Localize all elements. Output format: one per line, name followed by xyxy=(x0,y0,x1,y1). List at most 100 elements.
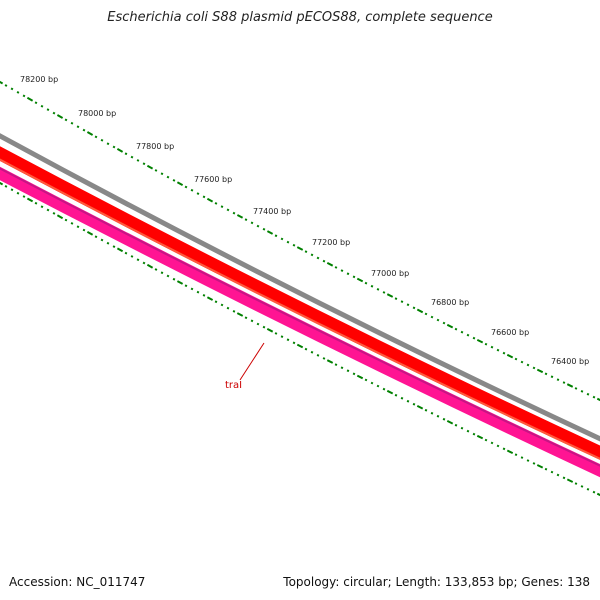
outer-tick xyxy=(262,227,266,231)
inner-tick xyxy=(376,384,380,388)
inner-tick xyxy=(412,402,416,406)
inner-tick xyxy=(562,476,566,480)
outer-tick xyxy=(202,195,206,199)
outer-tick xyxy=(184,185,188,189)
outer-tick xyxy=(160,172,164,176)
outer-tick xyxy=(154,169,158,172)
reverse-feature-track xyxy=(0,166,600,478)
inner-tick xyxy=(310,350,314,354)
inner-tick xyxy=(424,408,428,412)
inner-tick xyxy=(436,414,440,418)
tick-label-78200: 78200 bp xyxy=(20,75,58,84)
inner-tick xyxy=(326,359,334,364)
inner-tick xyxy=(142,261,146,265)
inner-tick xyxy=(26,197,34,203)
outer-tick xyxy=(446,323,454,329)
outer-tick xyxy=(562,381,566,384)
tick-label-77000: 77000 bp xyxy=(371,269,409,278)
inner-tick xyxy=(296,343,304,349)
outer-tick xyxy=(400,300,404,303)
outer-tick xyxy=(472,336,476,340)
inner-tick xyxy=(514,453,518,457)
outer-tick-ring xyxy=(0,80,600,402)
outer-tick xyxy=(226,208,230,212)
outer-tick xyxy=(520,360,524,364)
inner-tick xyxy=(460,426,464,430)
outer-tick xyxy=(502,351,506,355)
inner-tick xyxy=(184,284,188,288)
inner-tick xyxy=(596,492,600,497)
outer-tick xyxy=(340,269,344,272)
inner-tick xyxy=(86,231,94,236)
outer-tick xyxy=(322,259,326,263)
inner-tick xyxy=(592,490,596,494)
inner-tick xyxy=(356,374,364,380)
outer-tick xyxy=(34,101,38,105)
outer-tick xyxy=(76,125,80,129)
inner-tick xyxy=(256,322,260,326)
tick-label-77600: 77600 bp xyxy=(194,175,232,184)
inner-tick xyxy=(250,319,254,323)
inner-tick xyxy=(214,300,218,304)
inner-tick xyxy=(580,485,584,488)
inner-tick xyxy=(370,381,374,385)
outer-tick xyxy=(514,357,518,361)
inner-tick xyxy=(196,290,200,294)
inner-tick xyxy=(544,467,548,471)
outer-tick xyxy=(196,192,200,195)
outer-tick xyxy=(466,333,470,337)
inner-tick xyxy=(304,347,308,351)
inner-tick xyxy=(226,306,230,310)
outer-tick xyxy=(310,253,314,257)
inner-tick xyxy=(322,357,326,360)
inner-tick xyxy=(484,438,488,442)
outer-tick xyxy=(286,240,290,244)
inner-tick xyxy=(106,241,110,245)
inner-tick xyxy=(454,423,458,427)
outer-tick xyxy=(556,378,560,382)
outer-tick xyxy=(244,218,248,221)
backbone-ring xyxy=(0,133,600,442)
inner-tick xyxy=(82,228,86,232)
inner-tick xyxy=(496,444,500,448)
outer-tick xyxy=(124,152,128,156)
tick-label-77800: 77800 bp xyxy=(136,142,174,151)
outer-tick xyxy=(176,181,184,186)
gene-leader-line xyxy=(239,342,265,381)
inner-tick xyxy=(586,487,590,491)
inner-tick xyxy=(172,277,176,281)
outer-tick xyxy=(116,148,124,153)
outer-tick xyxy=(214,202,218,205)
inner-tick xyxy=(136,258,140,262)
inner-tick xyxy=(10,188,14,192)
inner-tick xyxy=(274,332,278,335)
inner-tick xyxy=(346,369,350,373)
outer-tick xyxy=(16,91,20,94)
inner-tick xyxy=(506,449,514,455)
inner-tick xyxy=(4,185,8,188)
outer-tick xyxy=(70,121,74,125)
outer-tick xyxy=(0,80,4,85)
outer-tick xyxy=(406,303,410,307)
tick-labels: 78200 bp 78000 bp 77800 bp 77600 bp 7740… xyxy=(20,75,589,366)
inner-tick xyxy=(406,399,410,403)
inner-tick xyxy=(502,447,506,451)
inner-tick xyxy=(400,396,404,400)
tick-label-76800: 76800 bp xyxy=(431,298,469,307)
inner-tick xyxy=(232,310,236,313)
reverse-feature-outline xyxy=(0,167,600,467)
outer-tick xyxy=(580,390,584,393)
outer-tick xyxy=(544,372,548,376)
inner-tick xyxy=(566,478,574,483)
inner-tick xyxy=(476,434,484,440)
inner-tick xyxy=(574,482,578,485)
outer-tick xyxy=(376,288,380,291)
inner-tick xyxy=(352,372,356,376)
inner-tick xyxy=(266,328,274,333)
inner-tick xyxy=(100,238,104,242)
inner-tick xyxy=(176,280,184,285)
inner-tick xyxy=(526,459,530,462)
inner-tick xyxy=(536,464,544,469)
outer-tick xyxy=(190,188,194,192)
